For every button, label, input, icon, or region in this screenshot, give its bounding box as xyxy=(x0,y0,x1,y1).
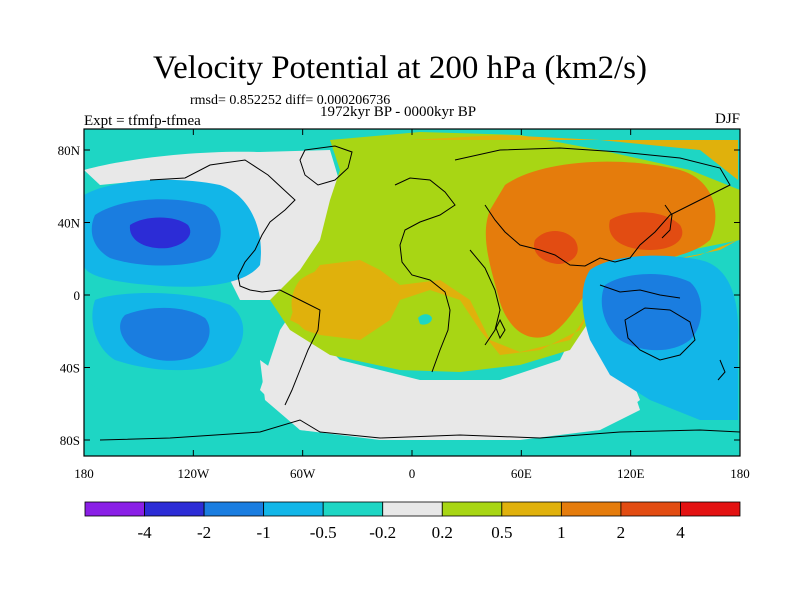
colorbar-swatch xyxy=(680,501,741,517)
colorbar-label: -1 xyxy=(257,523,271,542)
colorbar-label: -2 xyxy=(197,523,211,542)
colorbar-swatch xyxy=(501,501,562,517)
lat-tick-label: 80N xyxy=(58,143,81,158)
contour-strong-negative-north-pacific xyxy=(129,217,191,249)
season-label: DJF xyxy=(714,111,740,127)
colorbar-swatch xyxy=(382,501,443,517)
colorbar-swatch xyxy=(322,501,384,517)
coast-europe-africa xyxy=(394,177,456,373)
coast-antarctica xyxy=(99,419,740,441)
lat-tick-label: 40S xyxy=(60,361,80,376)
contour-southern-ocean xyxy=(84,380,740,456)
stats-label: rmsd= 0.852252 diff= 0.000206736 xyxy=(190,93,391,108)
colorbar-swatch xyxy=(441,501,503,517)
contour-neutral-south-band xyxy=(260,350,640,440)
colorbar-label: 2 xyxy=(617,523,626,542)
coast-greenland xyxy=(299,145,353,186)
colorbar-label: 4 xyxy=(676,523,685,542)
contour-moderate-negative-south-pacific xyxy=(120,307,210,361)
lat-tick-label: 80S xyxy=(60,433,80,448)
coastlines xyxy=(99,145,740,441)
colorbar: -4 -2 -1 -0.5 -0.2 0.2 0.5 1 2 4 xyxy=(84,501,741,542)
coast-new-zealand xyxy=(717,359,726,381)
lon-tick-label: 60E xyxy=(511,466,532,481)
longitude-axis: 180 120W 60W 0 60E 120E 180 xyxy=(74,129,750,481)
contour-very-strong-positive-africa xyxy=(534,231,578,264)
coast-madagascar xyxy=(495,318,506,340)
map-title: Velocity Potential at 200 hPa (km2/s) xyxy=(152,50,648,86)
coast-south-america xyxy=(261,289,321,406)
latitude-axis: 80N 40N 0 40S 80S xyxy=(58,143,740,448)
contour-moderate-positive-west xyxy=(291,266,391,337)
colorbar-label: 0.2 xyxy=(432,523,453,542)
lon-tick-label: 0 xyxy=(409,466,416,481)
coast-maritime xyxy=(599,284,681,299)
coast-africa-east xyxy=(469,249,501,346)
colorbar-swatch xyxy=(84,501,145,517)
colorbar-label: -0.2 xyxy=(369,523,396,542)
experiment-label: Expt = tfmfp-tfmea xyxy=(84,113,201,129)
colorbar-label: 0.5 xyxy=(491,523,512,542)
colorbar-swatch xyxy=(560,501,622,517)
lon-tick-label: 180 xyxy=(730,466,750,481)
contour-strong-positive xyxy=(485,161,716,338)
lon-tick-label: 120E xyxy=(617,466,645,481)
contour-small-cyan-atlantic xyxy=(418,314,432,325)
lon-tick-label: 180 xyxy=(74,466,94,481)
contour-field xyxy=(84,129,740,456)
colorbar-swatch xyxy=(620,501,681,517)
colorbar-label: 1 xyxy=(557,523,566,542)
coast-asia xyxy=(454,147,731,267)
lat-tick-label: 0 xyxy=(74,288,81,303)
lon-tick-label: 120W xyxy=(177,466,210,481)
coast-japan xyxy=(661,204,673,239)
coast-north-america xyxy=(149,159,296,293)
colorbar-label: -4 xyxy=(137,523,152,542)
lat-tick-label: 40N xyxy=(58,216,81,231)
period-label: 1972kyr BP - 0000kyr BP xyxy=(320,104,477,120)
lon-tick-label: 60W xyxy=(290,466,316,481)
colorbar-swatch xyxy=(263,501,324,517)
colorbar-swatch xyxy=(203,501,265,517)
colorbar-swatch xyxy=(144,501,205,517)
colorbar-label: -0.5 xyxy=(310,523,337,542)
coast-australia xyxy=(624,307,696,361)
